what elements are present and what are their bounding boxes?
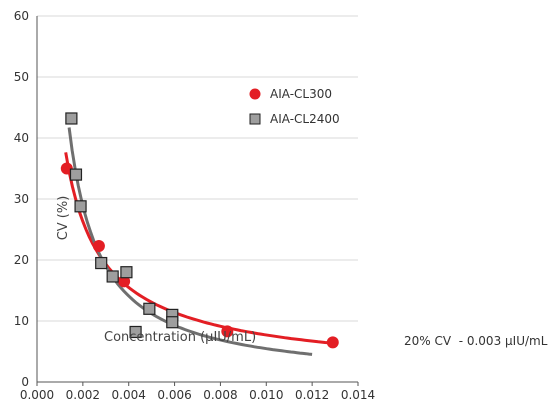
y-axis-label: CV (%) [56,196,71,241]
detection-limit-note: 20% CV - 0.003 µIU/mL [404,334,548,348]
point-aia-cl300 [118,275,131,288]
point-aia-cl300 [92,239,105,252]
x-tick-label: 0.006 [157,388,191,402]
point-aia-cl300 [60,162,73,175]
y-tick-label: 40 [14,131,29,145]
point-aia-cl2400 [166,316,179,329]
x-tick-label: 0.012 [295,388,329,402]
y-tick-label: 60 [14,9,29,23]
point-aia-cl300 [326,336,339,349]
x-tick-label: 0.004 [112,388,146,402]
axes [36,16,359,386]
point-aia-cl2400 [95,256,108,270]
point-aia-cl300 [221,325,234,338]
y-tick-label: 20 [14,253,29,267]
fit-curve-aia-cl300 [64,152,336,345]
point-aia-cl2400 [65,112,78,125]
x-tick-label: 0.010 [249,388,283,402]
y-tick-labels: 0 10 20 30 40 50 60 [14,9,29,389]
point-aia-cl2400 [120,266,133,279]
legend-label-aia-cl300: AIA-CL300 [270,87,332,101]
legend: AIA-CL300 AIA-CL2400 [249,87,340,126]
point-aia-cl2400 [143,302,156,315]
x-tick-labels: 0.000 0.002 0.004 0.006 0.008 0.010 0.012 0.014 [20,388,375,402]
legend-marker-aia-cl300 [249,88,261,100]
y-tick-label: 30 [14,192,29,206]
data-points [60,112,339,349]
x-axis-label: Concentration (µIU/mL) [104,330,256,345]
fit-curve-aia-cl2400 [67,127,313,356]
legend-label-aia-cl2400: AIA-CL2400 [270,112,340,126]
x-tick-label: 0.002 [66,388,100,402]
point-aia-cl2400 [106,270,119,283]
y-tick-label: 0 [21,375,29,389]
gridlines [37,15,358,322]
y-tick-label: 50 [14,70,29,84]
point-aia-cl2400 [74,200,87,213]
x-tick-label: 0.014 [341,388,375,402]
y-tick-label: 10 [14,314,29,328]
point-aia-cl2400 [129,325,142,339]
fit-curves [64,127,336,356]
x-tick-label: 0.000 [20,388,54,402]
x-tick-label: 0.008 [203,388,237,402]
point-aia-cl2400 [69,168,83,181]
legend-marker-aia-cl2400 [249,113,261,125]
